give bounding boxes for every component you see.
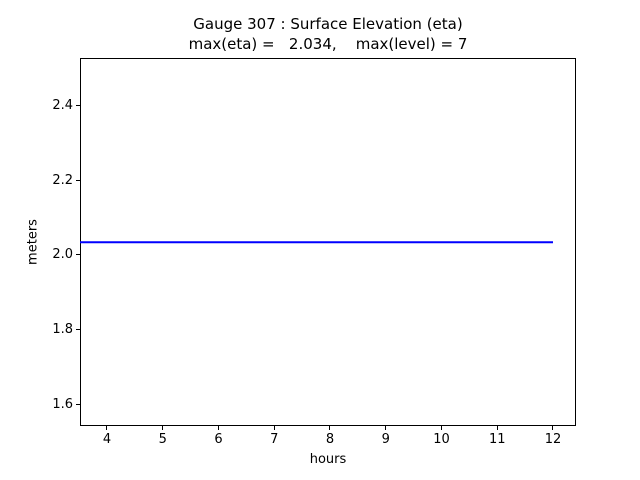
y-tick-mark xyxy=(76,104,80,106)
x-axis-label: hours xyxy=(309,452,347,467)
x-tick-label: 5 xyxy=(158,432,167,447)
y-axis-label: meters xyxy=(25,219,41,265)
x-tick-label: 12 xyxy=(544,432,562,447)
x-tick-mark xyxy=(217,426,219,430)
x-tick-mark xyxy=(106,426,108,430)
chart-title: Gauge 307 : Surface Elevation (eta) max(… xyxy=(80,14,576,54)
x-tick-label: 11 xyxy=(488,432,506,447)
x-tick-mark xyxy=(552,426,554,430)
chart-title-line2: max(eta) = 2.034, max(level) = 7 xyxy=(188,35,468,53)
x-tick-mark xyxy=(385,426,387,430)
y-tick-label: 1.8 xyxy=(52,322,73,338)
x-tick-mark xyxy=(440,426,442,430)
y-tick-label: 2.0 xyxy=(52,247,73,263)
x-tick-label: 6 xyxy=(214,432,223,447)
y-tick-mark xyxy=(76,254,80,256)
x-tick-mark xyxy=(329,426,331,430)
x-tick-mark xyxy=(496,426,498,430)
y-tick-mark xyxy=(76,179,80,181)
x-tick-label: 10 xyxy=(433,432,450,447)
y-tick-label: 2.4 xyxy=(52,97,73,113)
x-tick-mark xyxy=(273,426,275,430)
chart-title-line1: Gauge 307 : Surface Elevation (eta) xyxy=(193,15,463,33)
x-tick-label: 9 xyxy=(381,432,390,447)
x-tick-label: 8 xyxy=(325,432,335,447)
y-tick-label: 1.6 xyxy=(52,396,73,412)
x-tick-label: 4 xyxy=(102,432,112,447)
x-tick-mark xyxy=(162,426,164,430)
y-tick-label: 2.2 xyxy=(52,172,73,188)
x-tick-label: 7 xyxy=(270,432,279,447)
y-tick-mark xyxy=(76,329,80,331)
y-tick-mark xyxy=(76,403,80,405)
plot-area xyxy=(80,58,576,426)
